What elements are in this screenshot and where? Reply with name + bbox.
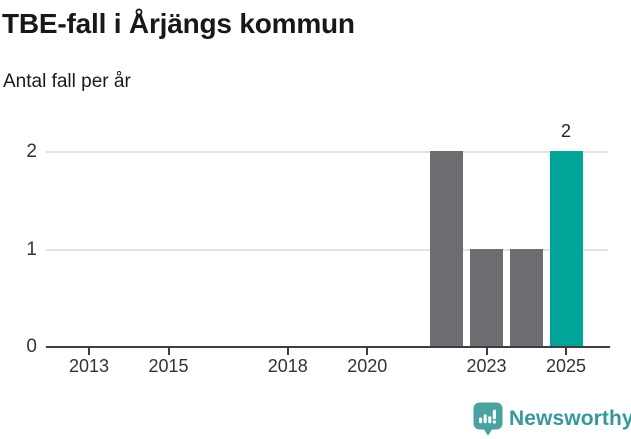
- y-axis-tick-label: 1: [26, 238, 37, 260]
- x-axis-tick-label: 2013: [68, 356, 110, 376]
- bar-value-label: 2: [560, 121, 572, 141]
- x-axis-tick: [565, 348, 567, 355]
- bar: [509, 248, 543, 346]
- x-axis-tick-label: 2023: [466, 356, 507, 376]
- gridline: [46, 248, 608, 251]
- brand-footer: Newsworthy: [473, 402, 631, 436]
- y-axis-tick-label: 2: [26, 141, 37, 162]
- bar: [430, 151, 464, 346]
- y-axis-tick-label: 0: [26, 336, 37, 357]
- gridline: [46, 151, 608, 153]
- x-axis-tick: [485, 348, 488, 355]
- x-axis-line: [46, 346, 610, 348]
- chart-subtitle: Antal fall per år: [3, 71, 131, 92]
- x-axis-tick-label: 2018: [267, 356, 308, 376]
- newsworthy-logo-icon: [473, 402, 503, 436]
- x-axis-tick-label: 2025: [545, 356, 587, 376]
- x-axis-tick-label: 2015: [148, 356, 189, 376]
- x-axis-tick: [167, 348, 170, 355]
- x-axis-tick: [286, 348, 289, 355]
- x-axis-tick: [366, 348, 369, 355]
- x-axis-tick-label: 2020: [347, 356, 388, 376]
- brand-name: Newsworthy: [509, 407, 631, 430]
- x-axis-tick: [88, 348, 90, 355]
- bar: [549, 151, 583, 346]
- chart-title: TBE-fall i Årjängs kommun: [2, 8, 355, 39]
- bar: [470, 248, 503, 346]
